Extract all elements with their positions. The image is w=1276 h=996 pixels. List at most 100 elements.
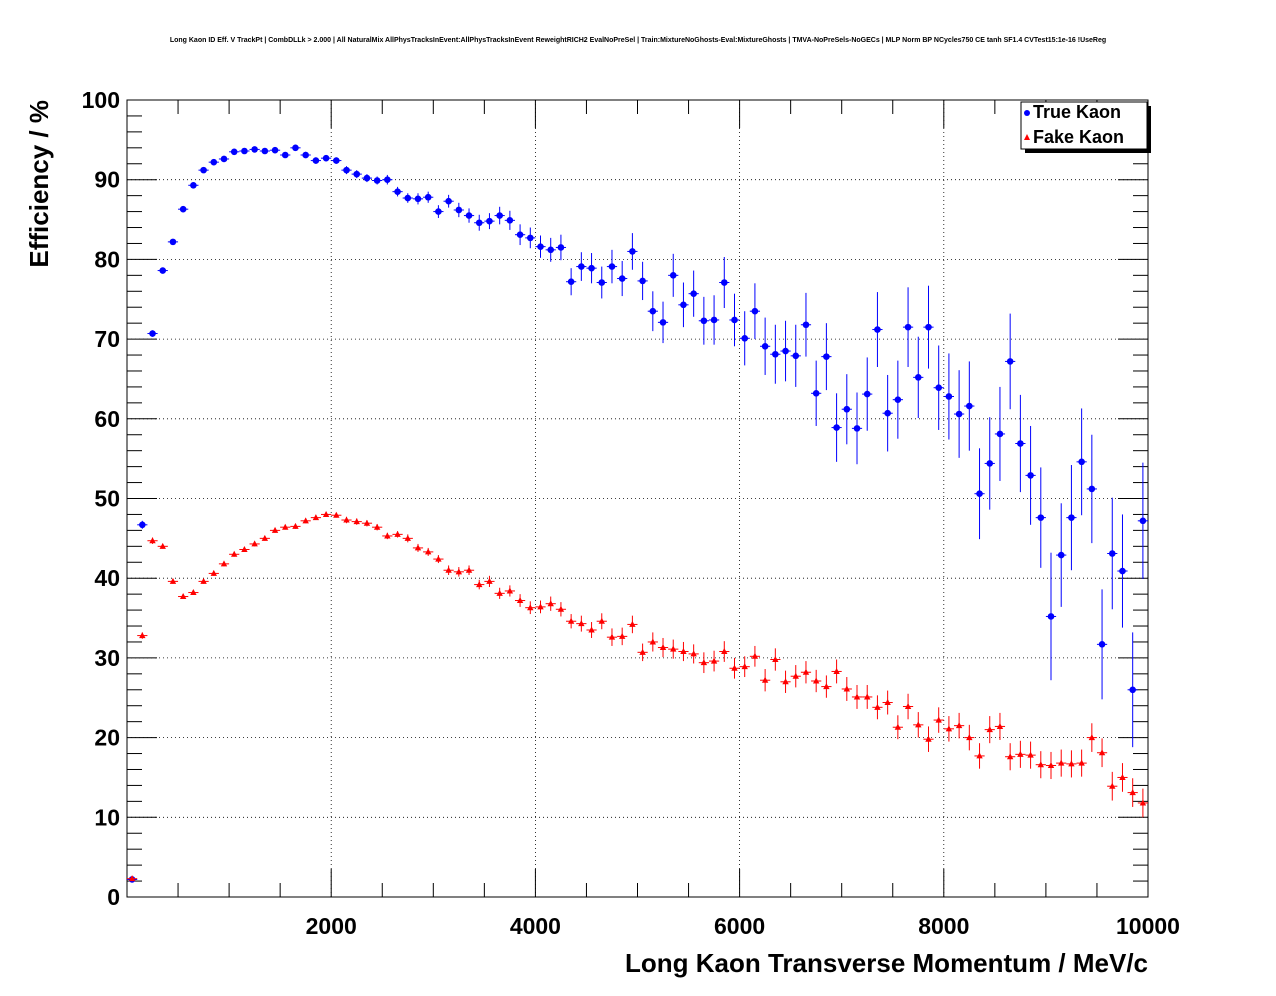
data-point [496,212,503,219]
data-point [373,177,381,184]
data-point [731,316,738,324]
data-point [139,632,146,639]
legend: True Kaon Fake Kaon [1020,101,1151,153]
data-point [292,144,299,152]
data-point [506,217,514,224]
data-point [741,663,748,670]
data-point [680,648,687,655]
y-tick-label: 70 [94,326,120,352]
data-point [404,194,412,202]
data-point [557,605,565,612]
data-point [1047,761,1055,768]
data-point [966,734,973,741]
data-point [322,510,330,517]
data-point [424,193,432,201]
data-point [812,389,820,397]
data-point [404,534,411,541]
data-point [659,319,667,326]
data-point [945,725,953,732]
data-point [516,597,524,604]
data-point [1098,641,1106,648]
data-point [302,517,309,524]
data-point [516,231,524,238]
data-point [159,542,166,549]
data-point [1119,773,1126,780]
data-point [618,275,626,282]
data-point [649,307,657,315]
data-point [567,278,575,286]
data-point [149,537,156,544]
data-point [608,263,616,270]
data-point [149,330,156,337]
data-point [833,667,840,674]
data-point [475,219,483,227]
data-point [802,321,810,329]
data-point [1006,753,1014,760]
data-point [435,208,442,215]
data-point [496,589,503,596]
legend-marker-fake-kaon [1024,134,1030,140]
y-tick-label: 50 [94,486,120,512]
data-point [792,672,799,679]
data-point [976,752,983,759]
data-point [567,617,575,624]
data-point [649,638,657,645]
data-point [1037,761,1044,768]
data-point [414,544,422,551]
data-point [1098,749,1106,756]
data-point [333,157,340,164]
data-point [169,238,177,246]
data-point [874,326,881,333]
y-tick-label: 100 [82,87,120,113]
data-point [629,248,636,255]
data-point [179,593,187,600]
data-point [955,722,963,729]
data-point [833,424,840,431]
data-point [823,683,830,690]
data-point [853,693,861,700]
series-true-kaon [127,144,1148,883]
data-point [935,716,942,723]
legend-label-fake-kaon: Fake Kaon [1033,127,1124,147]
data-point [547,600,554,607]
data-point [700,317,708,325]
data-point [802,668,810,675]
data-point [976,490,983,498]
data-point [588,264,595,272]
y-tick-label: 80 [94,246,120,272]
data-point [894,723,902,730]
data-point [373,523,381,530]
data-point [200,577,207,584]
data-point [261,147,269,155]
data-point [343,516,350,523]
data-point [884,409,891,417]
data-point [179,205,187,213]
data-point [537,603,544,610]
data-point [843,685,851,692]
data-point [782,347,789,355]
y-tick-label: 60 [94,406,120,432]
data-point [874,703,881,710]
data-point [363,174,371,182]
data-point [751,652,759,659]
x-tick-labels: 2000 4000 6000 8000 10000 [306,913,1180,939]
series-fake-kaon [127,510,1148,882]
data-point [506,587,514,594]
data-point [353,518,360,525]
data-point [465,212,473,219]
chart-title: Long Kaon ID Eff. V TrackPt | CombDLLk >… [170,37,1106,44]
data-point [190,181,197,189]
data-point [680,301,687,309]
y-tick-label: 20 [94,725,120,751]
data-point [241,546,248,553]
x-tick-label: 4000 [510,913,561,939]
data-point [445,566,452,573]
data-point [1027,472,1034,479]
data-point [333,511,340,518]
data-point [322,154,330,162]
data-point [486,217,493,225]
data-point [169,577,177,584]
data-point [986,726,993,733]
data-point [230,148,238,156]
data-point [1109,782,1116,789]
